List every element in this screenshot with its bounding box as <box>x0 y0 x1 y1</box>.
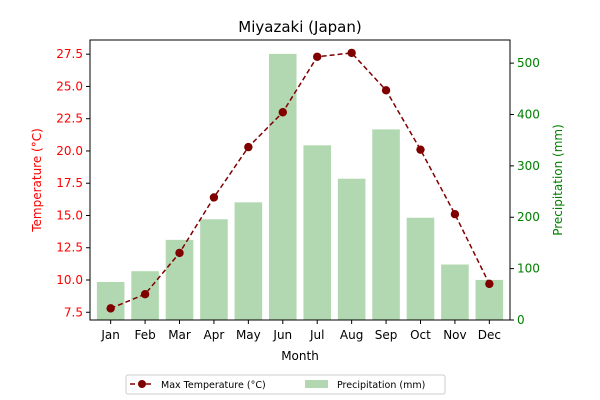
left-axis-label: Temperature (°C) <box>30 128 44 233</box>
right-tick-label: 300 <box>517 159 540 173</box>
x-tick-label: Jan <box>100 328 120 342</box>
bar-nov <box>441 264 469 320</box>
x-tick-label: Mar <box>168 328 191 342</box>
right-tick-label: 200 <box>517 210 540 224</box>
x-tick-label: Aug <box>340 328 363 342</box>
legend-temperature-marker-icon <box>138 380 146 388</box>
bar-apr <box>200 219 228 320</box>
left-tick-label: 10.0 <box>56 273 83 287</box>
point-jul <box>313 52 322 61</box>
bar-oct <box>406 217 435 320</box>
x-tick-label: Apr <box>204 328 225 342</box>
plot-frame <box>89 39 511 321</box>
legend-precipitation-swatch-icon <box>305 380 328 388</box>
x-tick-label: Sep <box>375 328 398 342</box>
bar-sep <box>372 129 400 320</box>
right-axis-label: Precipitation (mm) <box>551 124 565 236</box>
point-apr <box>209 193 219 202</box>
x-tick-label: May <box>236 328 261 342</box>
legend-precipitation-label: Precipitation (mm) <box>337 380 425 391</box>
x-tick-label: Jul <box>309 328 324 342</box>
right-tick-label: 500 <box>517 56 540 70</box>
legend: Max Temperature (°C) Precipitation (mm) <box>125 374 446 395</box>
left-tick-label: 20.0 <box>56 144 83 158</box>
legend-temperature-label: Max Temperature (°C) <box>161 380 266 391</box>
left-tick-label: 25.0 <box>56 79 83 93</box>
bar-jul <box>303 145 331 320</box>
chart-title: Miyazaki (Japan) <box>238 18 361 36</box>
bar-jun <box>269 53 297 321</box>
point-sep <box>381 86 391 95</box>
point-jun <box>278 108 287 117</box>
temperature-line <box>106 48 494 313</box>
point-jan <box>106 304 115 313</box>
legend-frame <box>125 374 446 395</box>
left-tick-label: 17.5 <box>56 176 83 190</box>
right-tick-label: 400 <box>517 107 540 121</box>
point-aug <box>347 48 356 58</box>
left-tick-label: 22.5 <box>56 112 83 126</box>
point-oct <box>416 145 425 154</box>
left-tick-label: 12.5 <box>56 241 83 255</box>
point-nov <box>450 209 460 219</box>
x-axis: Jan Feb Mar Apr May Jun Jul Aug Sep Oct Nov Dec <box>100 320 501 342</box>
precipitation-bars <box>96 53 504 321</box>
x-tick-label: Feb <box>134 328 155 342</box>
left-tick-label: 27.5 <box>56 47 83 61</box>
point-dec <box>485 279 494 289</box>
right-tick-label: 0 <box>517 313 525 327</box>
x-tick-label: Oct <box>410 328 431 342</box>
temperature-series-line <box>110 52 491 310</box>
x-tick-label: Dec <box>478 328 501 342</box>
bar-aug <box>337 178 366 320</box>
left-axis: 7.5 10.0 12.5 15.0 17.5 20.0 22.5 25.0 27.5 <box>56 47 90 319</box>
point-may <box>244 142 253 152</box>
right-axis: 0 100 200 300 400 500 <box>510 56 540 327</box>
left-tick-label: 7.5 <box>64 305 83 319</box>
point-feb <box>140 289 150 299</box>
point-mar <box>175 248 184 258</box>
bar-may <box>234 202 263 320</box>
bar-jan <box>96 281 125 320</box>
right-tick-label: 100 <box>517 262 540 276</box>
x-tick-label: Nov <box>443 328 466 342</box>
x-axis-label: Month <box>281 349 319 363</box>
x-tick-label: Jun <box>272 328 292 342</box>
left-tick-label: 15.0 <box>56 208 83 222</box>
